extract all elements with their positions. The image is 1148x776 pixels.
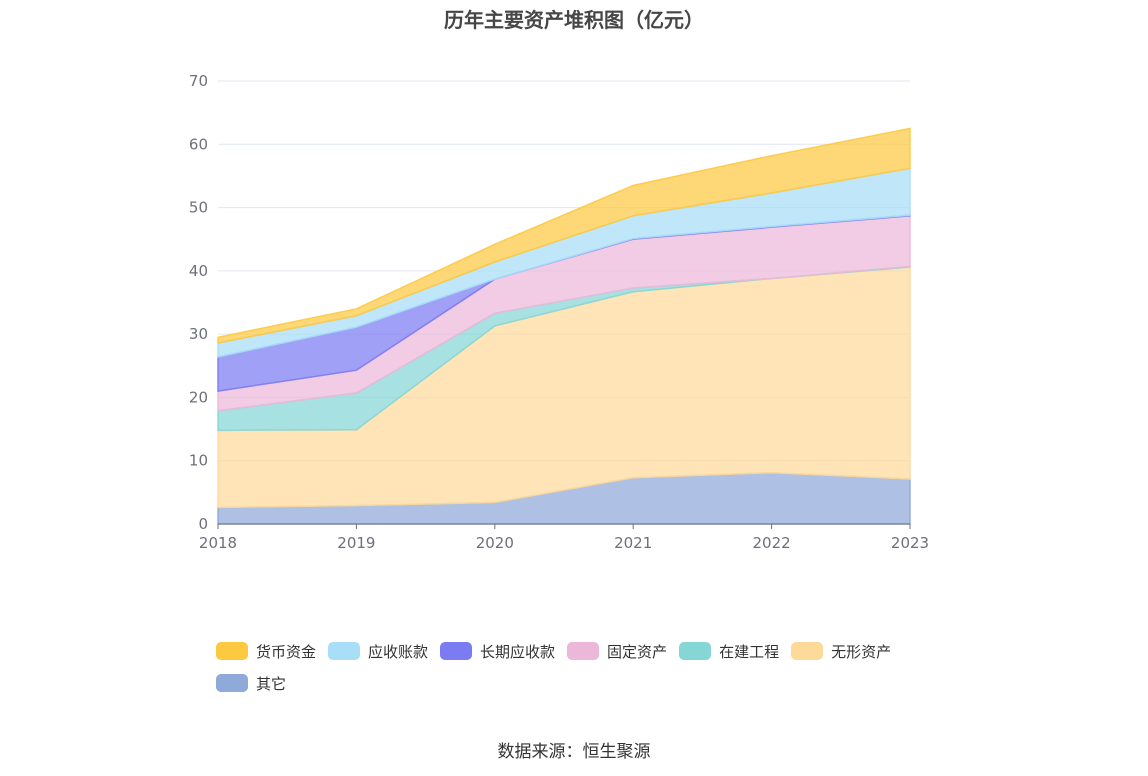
area-series-6[interactable] [217, 127, 911, 344]
legend-swatch [440, 642, 473, 660]
legend: 货币资金 应收账款 长期应收款 固定资产 在建工程 无形资产其它 [216, 640, 956, 704]
y-tick-label: 60 [189, 135, 208, 153]
chart-title: 历年主要资产堆积图（亿元） [444, 8, 704, 32]
y-tick-label: 20 [189, 388, 208, 406]
x-tick-label: 2018 [199, 534, 237, 552]
legend-swatch [328, 642, 361, 660]
source-note: 数据来源：恒生聚源 [497, 742, 651, 762]
legend-label: 长期应收款 [480, 642, 556, 661]
y-tick-label: 50 [189, 199, 208, 217]
legend-label: 固定资产 [607, 642, 668, 661]
legend-item[interactable]: 固定资产 [567, 640, 667, 662]
legend-item[interactable]: 其它 [216, 672, 286, 694]
legend-item[interactable]: 应收账款 [328, 640, 428, 662]
x-tick-label: 2019 [337, 534, 375, 552]
y-tick-label: 40 [189, 262, 208, 280]
legend-item[interactable]: 在建工程 [679, 640, 779, 662]
area-series [217, 127, 911, 525]
legend-swatch [216, 642, 248, 660]
legend-label: 货币资金 [256, 642, 317, 661]
x-tick-label: 2023 [891, 534, 929, 552]
legend-swatch [791, 642, 824, 660]
legend-swatch [567, 642, 600, 660]
legend-label: 在建工程 [719, 642, 780, 661]
legend-swatch [679, 642, 712, 660]
legend-item[interactable]: 长期应收款 [440, 640, 555, 662]
legend-label: 无形资产 [831, 642, 892, 661]
legend-swatch [216, 674, 248, 692]
legend-label: 应收账款 [368, 642, 429, 661]
y-tick-label: 70 [189, 72, 208, 90]
x-tick-label: 2020 [476, 534, 514, 552]
legend-label: 其它 [256, 674, 287, 693]
axes: 0 10 20 30 40 50 60 70 2018 2019 2020 2021 2022 2023 [189, 72, 929, 552]
legend-item[interactable]: 货币资金 [216, 640, 316, 662]
legend-item[interactable]: 无形资产 [791, 640, 891, 662]
y-tick-label: 30 [189, 325, 208, 343]
x-tick-label: 2021 [614, 534, 652, 552]
x-tick-label: 2022 [753, 534, 791, 552]
y-tick-label: 0 [198, 515, 208, 533]
y-tick-label: 10 [189, 452, 208, 470]
